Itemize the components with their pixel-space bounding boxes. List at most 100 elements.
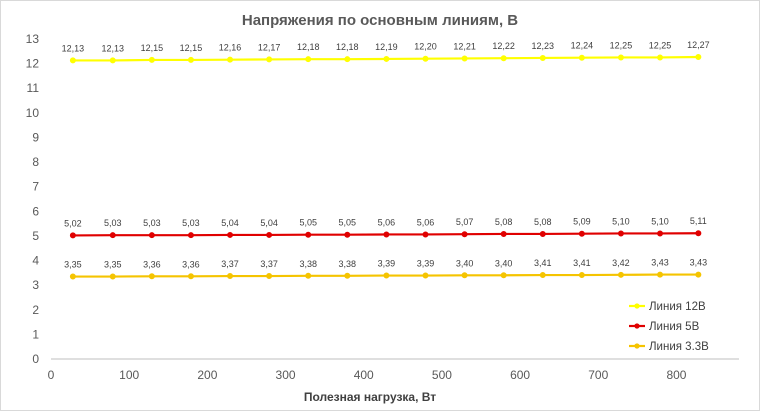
- legend-item: Линия 5В: [629, 321, 700, 333]
- data-point: [578, 272, 585, 279]
- series-3: [69, 271, 702, 280]
- data-point: [657, 54, 664, 61]
- data-label: 3,39: [417, 259, 435, 269]
- y-tick-label: 1: [32, 327, 39, 341]
- data-label: 3,43: [651, 258, 669, 268]
- data-label: 12,22: [492, 41, 515, 51]
- data-point: [383, 231, 390, 238]
- data-point: [187, 232, 194, 239]
- data-point: [422, 272, 429, 279]
- data-label: 12,24: [571, 41, 594, 51]
- data-point: [305, 56, 312, 63]
- data-label: 3,36: [182, 259, 200, 269]
- y-tick-label: 3: [32, 278, 39, 292]
- data-point: [695, 230, 702, 237]
- data-label: 5,04: [221, 218, 239, 228]
- data-point: [383, 55, 390, 62]
- data-label: 3,35: [64, 260, 82, 270]
- data-label: 5,08: [495, 217, 513, 227]
- y-tick-label: 12: [26, 57, 40, 71]
- data-point: [344, 56, 351, 63]
- data-label: 5,08: [534, 217, 552, 227]
- data-label: 5,03: [104, 218, 122, 228]
- data-point: [617, 230, 624, 237]
- data-label: 12,21: [453, 41, 476, 51]
- data-point: [69, 57, 76, 64]
- data-label: 12,16: [219, 43, 242, 53]
- y-tick-label: 7: [32, 180, 39, 194]
- data-point: [539, 54, 546, 61]
- data-label: 5,11: [690, 216, 707, 226]
- data-point: [695, 53, 702, 60]
- legend-swatch-marker: [634, 303, 640, 309]
- data-point: [227, 273, 234, 280]
- x-tick-label: 100: [119, 368, 139, 382]
- data-label: 3,41: [573, 258, 591, 268]
- data-point: [500, 272, 507, 279]
- data-point: [109, 57, 116, 64]
- data-label: 3,43: [690, 258, 708, 268]
- y-tick-label: 10: [26, 106, 40, 120]
- data-point: [266, 273, 273, 280]
- legend-item: Линия 3.3В: [629, 341, 709, 353]
- y-tick-label: 9: [32, 130, 39, 144]
- data-label: 12,23: [531, 41, 554, 51]
- y-tick-label: 4: [32, 254, 39, 268]
- x-tick-label: 500: [432, 368, 452, 382]
- data-label: 12,20: [414, 42, 437, 52]
- legend: Линия 12В Линия 5В Линия 3.3В: [629, 301, 709, 353]
- data-point: [305, 231, 312, 238]
- legend-label: Линия 12В: [649, 301, 706, 313]
- legend-item: Линия 12В: [629, 301, 706, 313]
- data-point: [578, 54, 585, 61]
- chart-title: Напряжения по основным линиям, В: [242, 12, 518, 29]
- data-label: 3,39: [378, 259, 396, 269]
- y-tick-label: 2: [32, 303, 39, 317]
- data-point: [148, 232, 155, 239]
- data-label: 12,18: [297, 42, 320, 52]
- y-tick-label: 11: [27, 81, 40, 95]
- data-point: [461, 231, 468, 238]
- data-point: [69, 232, 76, 239]
- x-tick-label: 400: [354, 368, 374, 382]
- data-label: 5,06: [378, 217, 396, 227]
- data-point: [148, 56, 155, 63]
- x-tick-label: 700: [588, 368, 608, 382]
- data-point: [187, 273, 194, 280]
- data-label: 5,05: [299, 218, 317, 228]
- data-label: 12,18: [336, 42, 359, 52]
- data-label: 3,40: [495, 258, 513, 268]
- y-tick-label: 5: [32, 229, 39, 243]
- data-point: [344, 231, 351, 238]
- x-tick-label: 200: [197, 368, 217, 382]
- legend-label: Линия 5В: [649, 321, 700, 333]
- data-label: 3,36: [143, 259, 161, 269]
- x-axis-title: Полезная нагрузка, Вт: [304, 390, 436, 404]
- data-point: [109, 273, 116, 280]
- data-label: 5,03: [182, 218, 200, 228]
- data-point: [422, 55, 429, 62]
- data-label: 3,35: [104, 260, 122, 270]
- data-label: 3,42: [612, 258, 630, 268]
- data-label: 12,25: [649, 40, 672, 50]
- data-label: 3,40: [456, 258, 474, 268]
- data-point: [617, 54, 624, 61]
- legend-swatch-marker: [634, 343, 640, 349]
- y-tick-label: 0: [32, 352, 39, 366]
- data-labels-layer: 12,13 12,13 12,15 12,15 12,16 12,17 12,18 12,18…: [62, 40, 710, 270]
- data-label: 12,27: [687, 40, 710, 50]
- data-point: [539, 272, 546, 279]
- data-label: 12,15: [141, 43, 164, 53]
- data-label: 5,09: [573, 217, 591, 227]
- data-point: [344, 272, 351, 279]
- data-label: 5,04: [260, 218, 278, 228]
- data-point: [461, 55, 468, 62]
- data-point: [500, 230, 507, 237]
- data-point: [109, 232, 116, 239]
- data-label: 5,05: [339, 218, 357, 228]
- data-point: [227, 231, 234, 238]
- x-tick-label: 800: [666, 368, 686, 382]
- legend-label: Линия 3.3В: [649, 341, 709, 353]
